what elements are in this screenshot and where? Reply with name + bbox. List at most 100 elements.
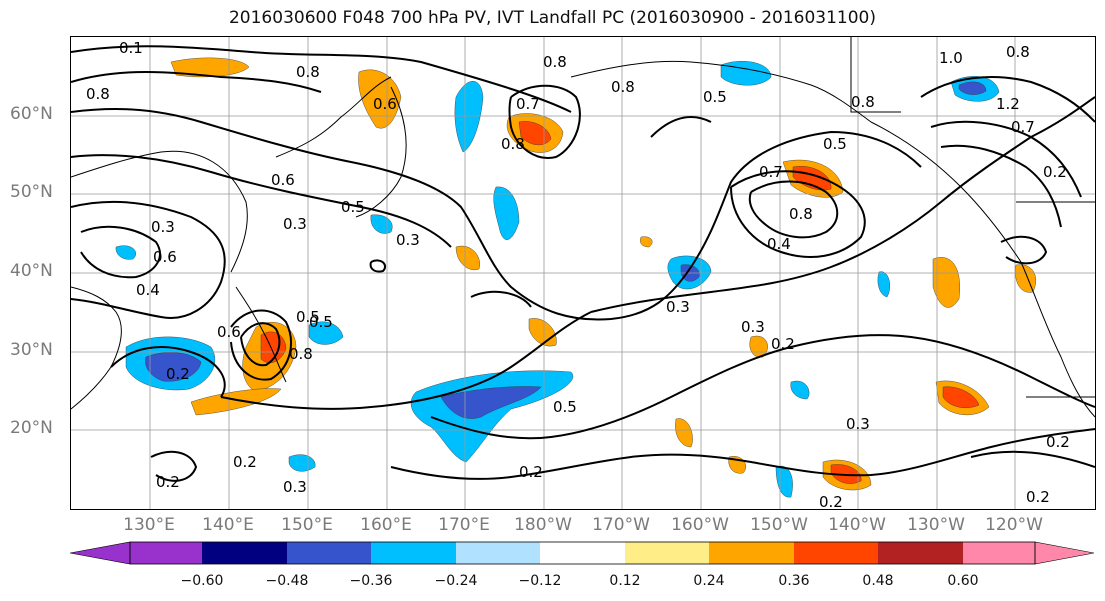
contour-label: 0.8 [289, 345, 313, 363]
contour-label: 0.5 [823, 135, 847, 153]
coast-siberia-korea [71, 150, 248, 273]
colorbar-segment [794, 542, 878, 564]
colorbar-tick: −0.36 [349, 573, 393, 589]
colorbar [69, 541, 1095, 565]
pos-blob-east-20n-core [942, 386, 980, 408]
neg-blob-south-1 [288, 454, 316, 472]
colorbar-segments [130, 542, 1035, 564]
pos-blob-bering-core [518, 121, 552, 146]
contour-label: 1.0 [939, 49, 963, 67]
neg-blob-central-core [440, 386, 542, 419]
contour-label: 0.8 [501, 135, 525, 153]
contour-label: 0.2 [819, 493, 843, 510]
contour-10 [390, 428, 1095, 480]
contour-label: 0.2 [771, 335, 795, 353]
pos-blob-west-40n [455, 245, 480, 271]
contour-labels: 0.1 0.8 0.8 0.6 0.7 0.8 0.8 0.5 1.0 0.8 … [86, 39, 1070, 510]
colorbar-tick: 0.48 [862, 573, 894, 589]
colorbar-segment [709, 542, 794, 564]
contour-label: 0.5 [341, 198, 365, 216]
contour-2 [71, 108, 922, 321]
pos-blob-okhotsk [358, 69, 402, 129]
colorbar-segment [287, 542, 371, 564]
graticule [71, 37, 1095, 509]
colorbar-tick: −0.48 [265, 573, 309, 589]
contour-label: 0.3 [151, 218, 175, 236]
contour-label: 0.8 [86, 85, 110, 103]
lat-label-20n: 20°N [10, 418, 53, 438]
contour-label: 0.2 [519, 463, 543, 481]
lat-label-50n: 50°N [10, 182, 53, 202]
contour-21 [650, 116, 712, 138]
neg-blob-yukon-core [958, 81, 987, 95]
neg-blob-kamchatka [454, 81, 484, 153]
contour-label: 0.6 [271, 171, 295, 189]
colorbar-segment [371, 542, 456, 564]
contour-7 [220, 311, 592, 410]
lon-label-120w: 120°W [985, 515, 1043, 535]
colorbar-tick: 0.60 [947, 573, 979, 589]
coastlines [71, 37, 1095, 418]
contour-label: 0.2 [166, 365, 190, 383]
coast-alaska [570, 60, 872, 123]
contour-label: 0.3 [396, 231, 420, 249]
contour-12 [748, 180, 839, 239]
coast-okhotsk [275, 76, 392, 158]
contour-3 [71, 154, 452, 248]
colorbar-segment [963, 542, 1035, 564]
lon-label-150e: 150°E [281, 515, 333, 535]
contour-label: 0.6 [153, 248, 177, 266]
contour-label: 0.7 [759, 163, 783, 181]
contour-label: 0.5 [703, 88, 727, 106]
contour-15 [940, 144, 1062, 228]
contour-13 [920, 76, 1095, 123]
contour-label: 0.6 [373, 95, 397, 113]
contour-label: 0.5 [309, 313, 333, 331]
coast-china [71, 286, 122, 410]
lat-label-40n: 40°N [10, 261, 53, 281]
contour-20 [470, 290, 532, 308]
lat-label-60n: 60°N [10, 104, 53, 124]
colorbar-tick: 0.12 [609, 573, 641, 589]
contour-0 [71, 45, 572, 113]
contour-label: 0.3 [741, 318, 765, 336]
contour-label: 0.8 [296, 63, 320, 81]
neg-blob-hawaii [790, 380, 810, 400]
contour-label: 0.1 [119, 39, 143, 57]
contour-label: 0.3 [283, 478, 307, 496]
contour-14 [930, 120, 1082, 198]
neg-blob-japan-east [308, 321, 344, 345]
lon-label-170e: 170°E [438, 515, 490, 535]
contour-label: 0.5 [553, 398, 577, 416]
colorbar-segment [878, 542, 963, 564]
contour-4 [71, 200, 226, 319]
contour-24 [970, 450, 1095, 468]
contour-label: 0.8 [543, 53, 567, 71]
colorbar-extend-min [69, 541, 131, 565]
contour-label: 0.7 [1011, 118, 1035, 136]
lat-label-30n: 30°N [10, 340, 53, 360]
contour-label: 0.8 [789, 205, 813, 223]
contour-label: 0.3 [666, 298, 690, 316]
colorbar-tick: −0.12 [518, 573, 562, 589]
neg-blob-npac-east [877, 271, 890, 298]
colorbar-segment [625, 542, 709, 564]
colorbar-tick: 0.36 [778, 573, 810, 589]
lon-label-130w: 130°W [907, 515, 965, 535]
coast-california [1020, 261, 1095, 418]
contour-9 [430, 334, 1095, 440]
contour-label: 0.4 [767, 235, 791, 253]
lon-label-160w: 160°W [671, 515, 729, 535]
colorbar-tick: −0.24 [434, 573, 478, 589]
contour-label: 0.2 [156, 473, 180, 491]
lon-label-170w: 170°W [592, 515, 650, 535]
contour-label: 0.3 [283, 215, 307, 233]
lon-label-140e: 140°E [202, 515, 254, 535]
pos-blob-siberia [170, 57, 250, 78]
contour-label: 0.6 [217, 323, 241, 341]
contour-label: 0.8 [1006, 43, 1030, 61]
contour-19 [369, 259, 387, 273]
contour-label: 0.4 [136, 281, 160, 299]
contour-17 [240, 322, 281, 367]
colorbar-outline [129, 541, 1036, 565]
